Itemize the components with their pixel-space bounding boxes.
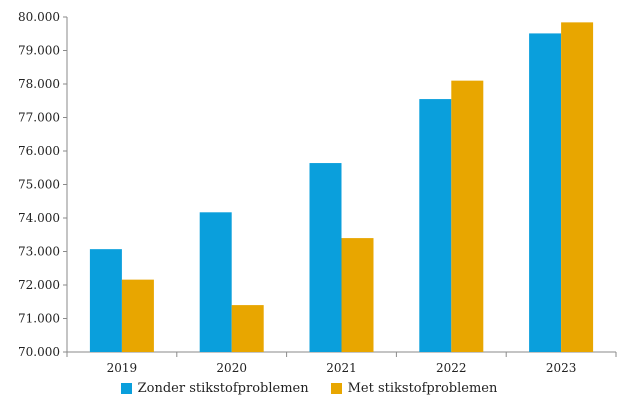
legend: Zonder stikstofproblemen Met stikstofpro… — [0, 377, 618, 399]
legend-swatch-zonder — [120, 382, 132, 394]
y-tick-label: 71.000 — [18, 312, 60, 326]
legend-label-zonder: Zonder stikstofproblemen — [137, 380, 309, 396]
legend-swatch-met — [330, 382, 342, 394]
x-tick-label: 2022 — [436, 361, 467, 375]
x-axis: 2019 2020 2021 2022 2023 — [66, 351, 617, 375]
bar-met — [561, 22, 594, 353]
bar-zonder — [309, 163, 342, 352]
legend-label-met: Met stikstofproblemen — [347, 380, 498, 396]
bar-met — [341, 238, 374, 352]
legend-item-met: Met stikstofproblemen — [330, 380, 498, 396]
y-tick-label: 73.000 — [18, 245, 60, 259]
legend-item-zonder: Zonder stikstofproblemen — [120, 380, 309, 396]
bar-zonder — [89, 249, 122, 352]
bar-met — [121, 279, 154, 352]
y-axis: 70.000 71.000 72.000 73.000 74.000 75.000 76.0… — [18, 10, 68, 359]
x-tick-label: 2023 — [546, 361, 577, 375]
bar-zonder — [419, 99, 452, 352]
y-tick-label: 76.000 — [18, 144, 60, 158]
y-tick-label: 70.000 — [18, 345, 60, 359]
y-tick-label: 78.000 — [18, 77, 60, 91]
y-tick-label: 80.000 — [18, 10, 60, 24]
y-tick-label: 72.000 — [18, 278, 60, 292]
y-tick-label: 75.000 — [18, 178, 60, 192]
y-tick-label: 79.000 — [18, 44, 60, 58]
y-tick-label: 77.000 — [18, 111, 60, 125]
x-tick-label: 2021 — [326, 361, 357, 375]
x-tick-label: 2019 — [107, 361, 138, 375]
y-tick-label: 74.000 — [18, 211, 60, 225]
bar-met — [451, 80, 484, 353]
bars — [89, 22, 594, 353]
bar-zonder — [529, 33, 562, 352]
bar-met — [231, 305, 264, 352]
bar-zonder — [199, 212, 232, 352]
x-tick-label: 2020 — [216, 361, 247, 375]
